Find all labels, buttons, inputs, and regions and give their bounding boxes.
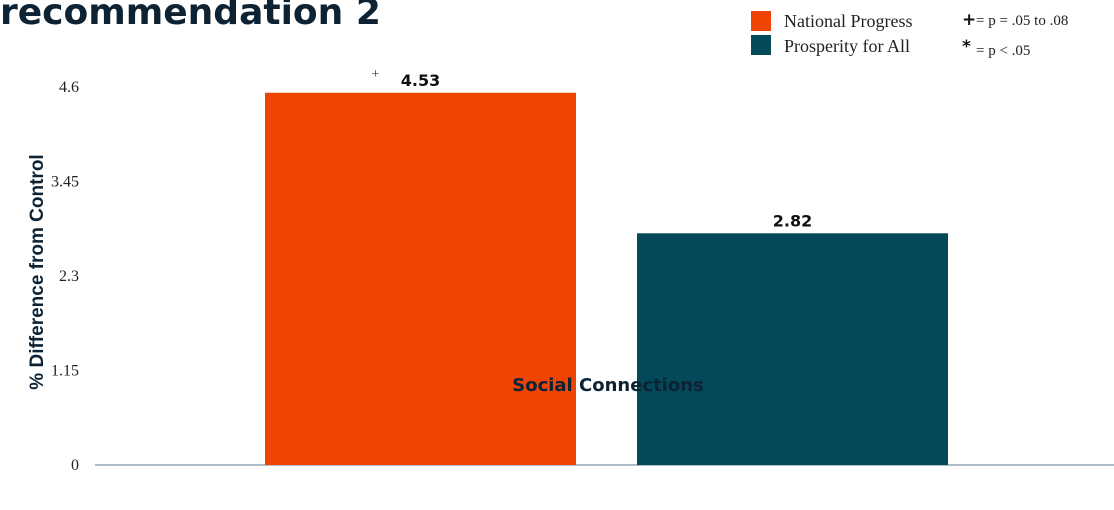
legend-swatch-prosperity-for-all [751, 35, 771, 55]
note-symbol-plus: + [962, 10, 976, 30]
bar-prosperity-for-all [637, 233, 948, 465]
bar-national-progress [265, 92, 576, 466]
y-tick-label: 1.15 [51, 363, 79, 380]
note-symbol-star: * [962, 37, 971, 57]
note-text-plus: = p = .05 to .08 [976, 13, 1068, 29]
x-axis-label: Social Connections [512, 375, 704, 396]
note-text-star: = p < .05 [976, 43, 1030, 59]
y-axis-label: % Difference from Control [27, 154, 48, 389]
data-label: 2.82 [773, 211, 812, 230]
data-label: 4.53 [401, 71, 440, 90]
legend-swatch-national-progress [751, 11, 771, 31]
y-tick-label: 2.3 [59, 268, 79, 285]
significance-marker: + [372, 67, 380, 82]
y-tick-label: 3.45 [51, 174, 79, 191]
y-tick-label: 4.6 [59, 79, 79, 96]
bars-group [265, 92, 948, 466]
y-tick-label: 0 [71, 457, 79, 474]
y-axis-ticks: 0 1.15 2.3 3.45 4.6 [51, 79, 79, 474]
legend: National Progress Prosperity for All [751, 11, 912, 56]
significance-notes: + = p = .05 to .08 * = p < .05 [962, 10, 1068, 59]
chart-title: recommendation 2 [0, 0, 381, 33]
data-labels-group: 4.53 +2.82 [372, 67, 813, 231]
legend-label-national-progress: National Progress [784, 11, 912, 31]
legend-label-prosperity-for-all: Prosperity for All [784, 36, 910, 56]
